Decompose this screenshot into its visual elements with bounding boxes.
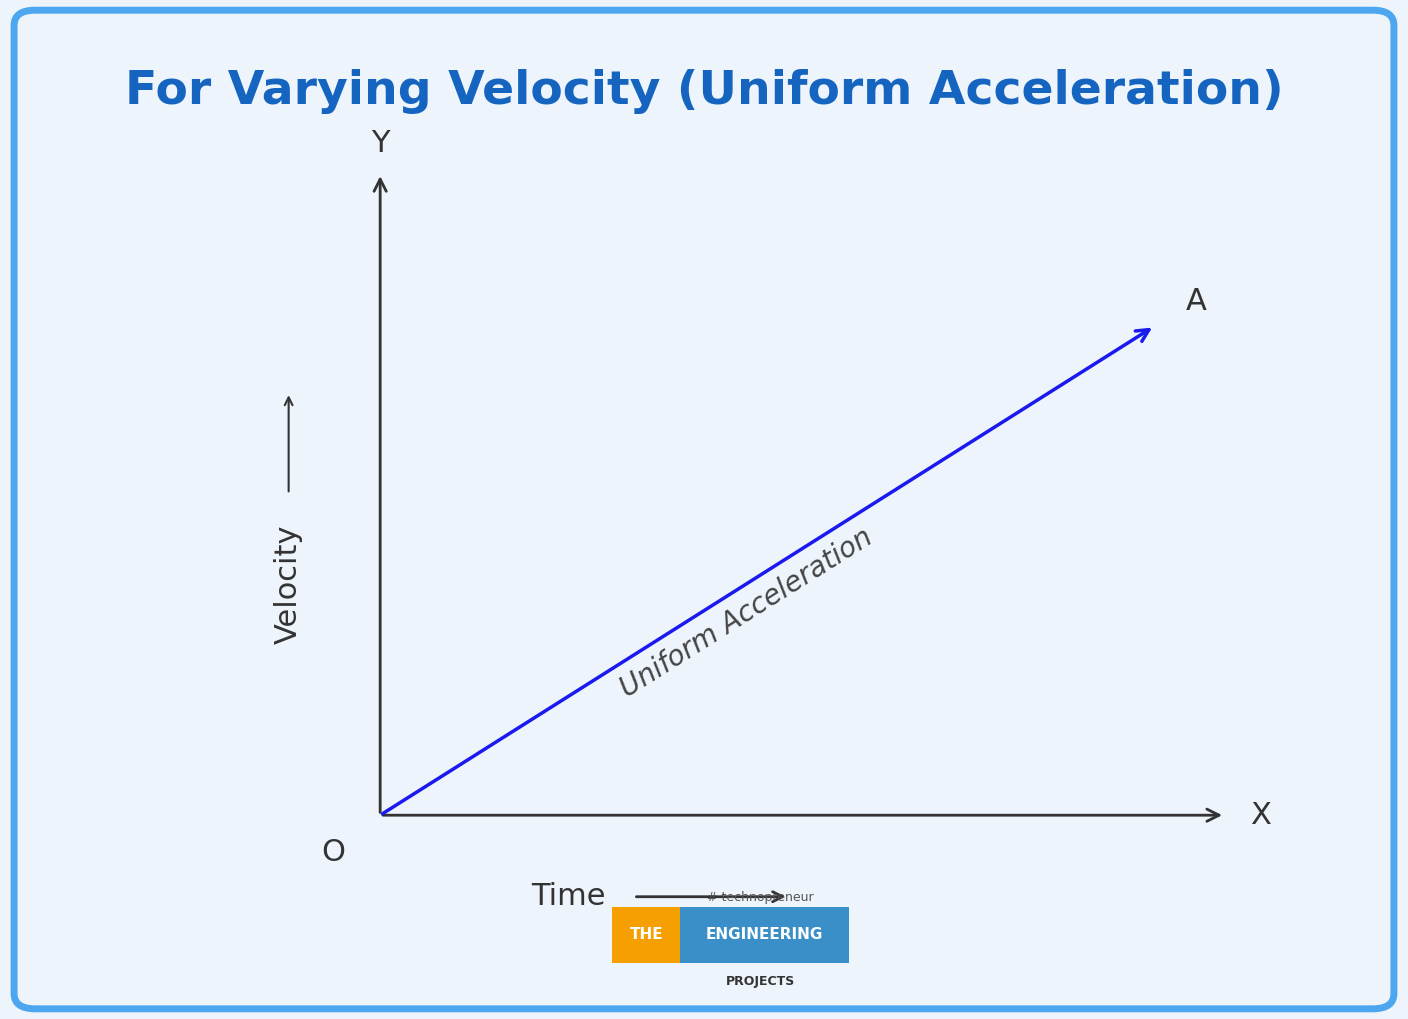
Text: Uniform Acceleration: Uniform Acceleration bbox=[615, 523, 879, 703]
Text: For Varying Velocity (Uniform Acceleration): For Varying Velocity (Uniform Accelerati… bbox=[125, 69, 1283, 114]
FancyBboxPatch shape bbox=[680, 907, 849, 963]
FancyBboxPatch shape bbox=[612, 907, 680, 963]
FancyBboxPatch shape bbox=[14, 10, 1394, 1009]
Text: A: A bbox=[1186, 287, 1207, 316]
Text: Y: Y bbox=[370, 129, 390, 158]
Text: O: O bbox=[321, 838, 345, 866]
Text: Time: Time bbox=[531, 882, 605, 911]
Text: X: X bbox=[1250, 801, 1271, 829]
Text: ENGINEERING: ENGINEERING bbox=[705, 927, 824, 942]
Text: THE: THE bbox=[629, 927, 663, 942]
Text: Velocity: Velocity bbox=[275, 525, 303, 644]
Text: PROJECTS: PROJECTS bbox=[725, 975, 796, 988]
Text: # technopreneur: # technopreneur bbox=[707, 891, 814, 904]
